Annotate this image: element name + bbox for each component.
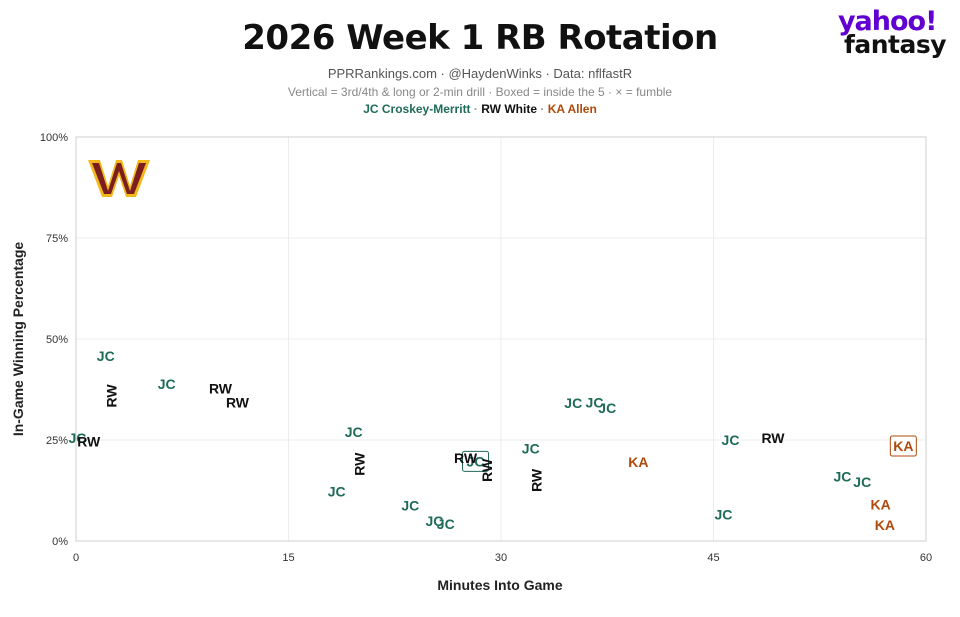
data-point-rw: RW — [351, 452, 367, 476]
x-tick-label: 0 — [73, 552, 79, 564]
x-tick-label: 15 — [282, 552, 294, 564]
y-tick-label: 50% — [46, 334, 68, 346]
data-point-jc: JC — [722, 432, 740, 448]
data-point-jc: JC — [522, 440, 540, 456]
x-tick-label: 30 — [495, 552, 507, 564]
y-tick-label: 0% — [52, 536, 68, 548]
data-point-ka: KA — [628, 454, 648, 470]
x-tick-label: 60 — [920, 552, 932, 564]
data-point-rw: RW — [226, 394, 250, 410]
data-point-jc: JC — [158, 376, 176, 392]
data-point-rw: RW — [479, 458, 495, 482]
data-point-jc: JC — [598, 400, 616, 416]
x-tick-label: 45 — [707, 552, 719, 564]
y-tick-label: 25% — [46, 435, 68, 447]
data-point-jc: JC — [714, 506, 732, 522]
data-point-rw: RW — [454, 450, 478, 466]
data-point-jc: JC — [437, 516, 455, 532]
data-point-jc: JC — [345, 424, 363, 440]
y-tick-label: 75% — [46, 233, 68, 245]
data-point-jc: JC — [328, 484, 346, 500]
y-axis-label: In-Game Winning Percentage — [10, 242, 26, 437]
commanders-logo-icon — [88, 160, 150, 197]
data-point-rw: RW — [761, 430, 785, 446]
data-point-ka: KA — [871, 497, 891, 513]
data-point-jc: JC — [853, 474, 871, 490]
data-point-jc: JC — [401, 497, 419, 513]
data-point-rw: RW — [103, 384, 119, 408]
data-point-jc: JC — [833, 468, 851, 484]
y-tick-label: 100% — [40, 132, 68, 144]
data-point-ka: KA — [893, 438, 913, 454]
data-point-jc: JC — [564, 395, 582, 411]
data-point-ka: KA — [875, 517, 895, 533]
grid — [76, 137, 926, 541]
data-point-rw: RW — [77, 434, 101, 450]
data-point-rw: RW — [528, 468, 544, 492]
axis-ticks: 0 15 30 45 60 0% 25% 50% 75% 100% — [40, 132, 932, 564]
x-axis-label: Minutes Into Game — [437, 577, 562, 593]
data-point-jc: JC — [97, 348, 115, 364]
